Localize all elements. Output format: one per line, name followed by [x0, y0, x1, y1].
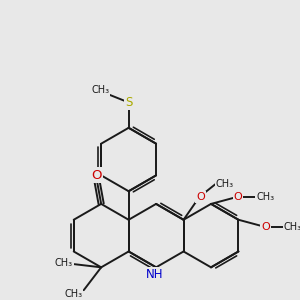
Text: O: O: [261, 222, 270, 232]
Text: O: O: [196, 192, 205, 202]
Text: CH₃: CH₃: [55, 258, 73, 268]
Text: NH: NH: [146, 268, 164, 281]
Text: CH₃: CH₃: [215, 179, 233, 189]
Text: S: S: [125, 96, 132, 109]
Text: O: O: [234, 192, 242, 202]
Text: CH₃: CH₃: [91, 85, 109, 95]
Text: CH₃: CH₃: [256, 192, 274, 202]
Text: O: O: [91, 169, 102, 182]
Text: CH₃: CH₃: [284, 222, 300, 232]
Text: CH₃: CH₃: [64, 289, 83, 299]
